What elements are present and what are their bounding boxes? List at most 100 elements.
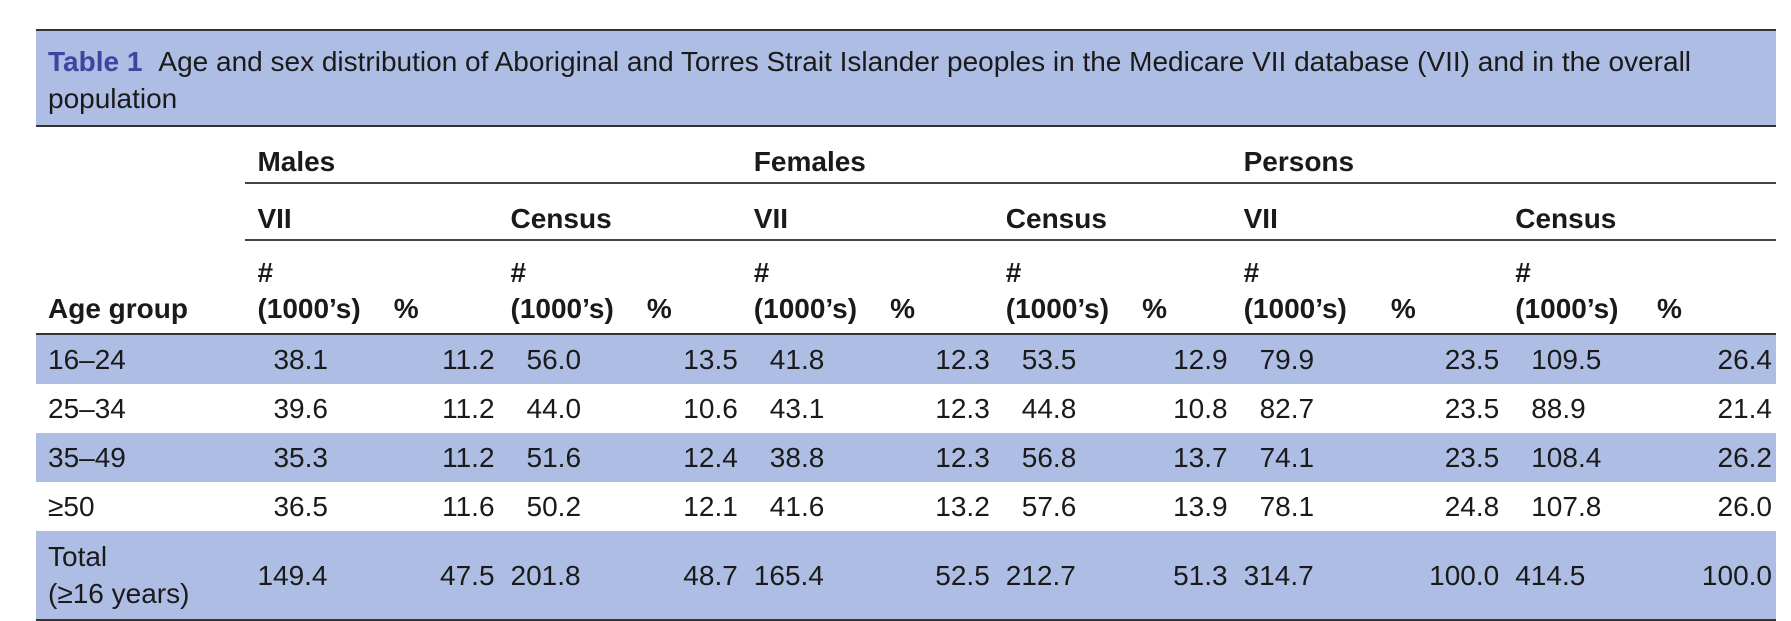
- cell-percent: 11.2: [381, 433, 499, 482]
- column-header-count: # (1000’s): [993, 240, 1131, 335]
- table-row: Total (≥16 years) 149.4 47.5 201.8 48.7 165.4 5…: [36, 531, 1776, 621]
- column-header-count: # (1000’s): [245, 240, 382, 335]
- cell-count: 212.7: [993, 531, 1131, 621]
- cell-count: 51.6: [498, 433, 635, 482]
- cell-count: 50.2: [526, 490, 582, 522]
- cell-percent: 13.9: [1173, 490, 1228, 522]
- table-row: 25–34 39.6 11.2 44.0 10.6 43.1 12.3 44.8 10.8 82.…: [36, 384, 1776, 433]
- column-header-percent: %: [1378, 240, 1504, 335]
- cell-count: 38.1: [245, 334, 382, 384]
- source-header-census: Census: [1503, 183, 1776, 241]
- column-header-percent: %: [1130, 240, 1232, 335]
- row-label-line: (≥16 years): [48, 578, 190, 609]
- column-header-count: # (1000’s): [741, 240, 879, 335]
- cell-percent: 100.0: [1645, 531, 1776, 621]
- table-row: 16–24 38.1 11.2 56.0 13.5 41.8 12.3 53.5 12.9 79.…: [36, 334, 1776, 384]
- table-caption: Table 1 Age and sex distribution of Abori…: [36, 29, 1776, 127]
- cell-count: 414.5: [1503, 531, 1646, 621]
- cell-percent: 12.9: [1130, 334, 1232, 384]
- column-header-count: # (1000’s): [1231, 240, 1379, 335]
- column-header-count-symbol: #: [510, 257, 527, 288]
- column-header-count: # (1000’s): [498, 240, 635, 335]
- cell-count: 57.6: [1021, 490, 1077, 522]
- group-header-males: Males: [245, 127, 742, 184]
- column-header-count-symbol: #: [1515, 257, 1531, 288]
- cell-percent: 13.5: [634, 334, 742, 384]
- cell-percent: 21.4: [1717, 392, 1773, 424]
- column-header-count-unit: (1000’s): [510, 293, 614, 324]
- cell-count: 74.1: [1231, 433, 1379, 482]
- column-header-count: # (1000’s): [1503, 240, 1646, 335]
- row-label-age-group: 16–24: [36, 334, 246, 384]
- row-label-age-group: 35–49: [36, 433, 246, 482]
- table-caption-label: Table 1: [48, 46, 143, 77]
- table-caption-text: Age and sex distribution of Aboriginal a…: [48, 46, 1692, 114]
- source-header-census: Census: [498, 183, 742, 241]
- cell-percent: 11.2: [442, 392, 495, 424]
- cell-count: 149.4: [245, 531, 382, 621]
- cell-count: 78.1: [1259, 490, 1315, 522]
- cell-count: 35.3: [245, 433, 382, 482]
- column-header-count-unit: (1000’s): [1243, 293, 1347, 324]
- row-label-age-group: Total (≥16 years): [36, 531, 246, 621]
- cell-percent: 26.4: [1645, 334, 1776, 384]
- cell-count: 44.8: [1021, 392, 1077, 424]
- cell-count: 109.5: [1503, 334, 1646, 384]
- column-header-percent: %: [381, 240, 499, 335]
- cell-count: 88.9: [1531, 392, 1586, 424]
- column-header-count-symbol: #: [1243, 257, 1260, 288]
- cell-count: 38.8: [741, 433, 879, 482]
- cell-percent: 48.7: [634, 531, 742, 621]
- group-header-persons: Persons: [1231, 127, 1776, 184]
- cell-percent: 12.3: [878, 433, 994, 482]
- table-row: 35–49 35.3 11.2 51.6 12.4 38.8 12.3 56.8 13.7 74.…: [36, 433, 1776, 482]
- row-label-line: Total: [48, 541, 108, 572]
- cell-count: 314.7: [1231, 531, 1379, 621]
- column-header-percent: %: [634, 240, 742, 335]
- cell-percent: 11.6: [442, 490, 495, 522]
- column-header-count-symbol: #: [1005, 257, 1022, 288]
- cell-percent: 12.3: [878, 334, 994, 384]
- group-header-row: Males Females Persons: [36, 127, 1776, 184]
- cell-count: 56.8: [993, 433, 1131, 482]
- cell-percent: 26.2: [1645, 433, 1776, 482]
- cell-percent: 24.8: [1444, 490, 1500, 522]
- cell-count: 108.4: [1503, 433, 1646, 482]
- cell-count: 201.8: [498, 531, 635, 621]
- cell-count: 41.8: [741, 334, 879, 384]
- cell-count: 53.5: [993, 334, 1131, 384]
- cell-percent: 100.0: [1378, 531, 1504, 621]
- cell-percent: 23.5: [1378, 334, 1504, 384]
- cell-percent: 10.8: [1173, 392, 1228, 424]
- cell-percent: 47.5: [381, 531, 499, 621]
- cell-percent: 13.7: [1130, 433, 1232, 482]
- cell-percent: 23.5: [1378, 433, 1504, 482]
- cell-percent: 52.5: [878, 531, 994, 621]
- cell-count: 36.5: [273, 490, 328, 522]
- source-header-vii: VII: [245, 183, 499, 241]
- column-header-count-unit: (1000’s): [257, 293, 361, 324]
- source-header-vii: VII: [1231, 183, 1504, 241]
- column-header-count-symbol: #: [257, 257, 274, 288]
- source-header-row: VII Census VII Census VII Census: [36, 183, 1776, 241]
- cell-count: 79.9: [1231, 334, 1379, 384]
- cell-percent: 23.5: [1444, 392, 1500, 424]
- cell-percent: 12.4: [634, 433, 742, 482]
- cell-count: 39.6: [273, 392, 328, 424]
- table-body: 16–24 38.1 11.2 56.0 13.5 41.8 12.3 53.5 12.9 79.…: [36, 334, 1776, 621]
- data-table: Table 1 Age and sex distribution of Abori…: [36, 29, 1776, 621]
- source-header-census: Census: [993, 183, 1232, 241]
- column-header-count-unit: (1000’s): [1005, 293, 1110, 324]
- cell-count: 44.0: [526, 392, 582, 424]
- cell-count: 56.0: [498, 334, 635, 384]
- cell-count: 41.6: [769, 490, 825, 522]
- row-label-age-group: 25–34: [48, 392, 126, 424]
- source-header-vii: VII: [741, 183, 994, 241]
- column-header-percent: %: [878, 240, 994, 335]
- column-header-row: Age group # (1000’s)% # (1000’s)% # (1000’s)%…: [36, 240, 1776, 335]
- group-header-females: Females: [741, 127, 1232, 184]
- data-grid: Males Females Persons VII Census VII Cen…: [36, 127, 1776, 621]
- cell-percent: 26.0: [1717, 490, 1773, 522]
- cell-count: 165.4: [741, 531, 879, 621]
- cell-percent: 11.2: [381, 334, 499, 384]
